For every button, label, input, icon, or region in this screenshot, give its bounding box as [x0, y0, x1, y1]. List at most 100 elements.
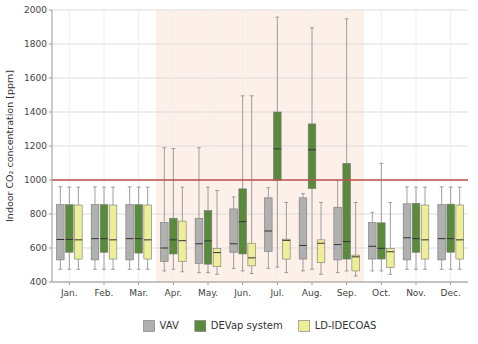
whisker: [286, 202, 287, 239]
whisker: [113, 187, 114, 205]
whisker-cap: [449, 269, 453, 270]
whisker-cap: [93, 186, 97, 187]
median: [91, 238, 99, 239]
y-tick: [49, 112, 52, 113]
whisker-cap: [232, 268, 236, 269]
whisker: [381, 259, 382, 271]
whisker-cap: [336, 272, 340, 273]
whisker-cap: [405, 269, 409, 270]
whisker-cap: [232, 197, 236, 198]
box: [274, 17, 282, 267]
box: [369, 212, 377, 271]
box-body: [195, 218, 203, 263]
median: [403, 237, 411, 238]
box-body: [412, 203, 420, 252]
whisker: [104, 252, 105, 269]
x-tick-label: Nov.: [406, 288, 426, 298]
box: [144, 187, 152, 269]
whisker-cap: [301, 270, 305, 271]
box: [447, 187, 455, 269]
legend-label: DEVap system: [211, 320, 283, 331]
whisker-cap: [423, 187, 427, 188]
x-tick: [312, 282, 313, 285]
box: [421, 187, 429, 269]
box: [299, 194, 307, 271]
y-tick-label: 1800: [24, 39, 47, 49]
whisker-cap: [354, 202, 358, 203]
whisker: [346, 259, 347, 271]
legend-item: LD-IDECOAS: [299, 320, 377, 332]
whisker: [78, 259, 79, 269]
whisker-cap: [162, 270, 166, 271]
whisker: [251, 266, 252, 274]
whisker: [217, 267, 218, 275]
box-body: [75, 205, 83, 259]
whisker: [312, 189, 313, 270]
median: [75, 239, 83, 240]
box-body: [66, 205, 74, 253]
whisker: [390, 202, 391, 248]
whisker: [337, 180, 338, 207]
box-body: [447, 204, 455, 252]
y-tick-label: 1400: [24, 107, 47, 117]
whisker: [286, 259, 287, 273]
median: [299, 245, 307, 246]
x-tick-label: Oct.: [372, 288, 390, 298]
whisker-cap: [284, 272, 288, 273]
whisker: [198, 148, 199, 219]
box-body: [126, 205, 134, 260]
box: [438, 187, 446, 269]
box-body: [179, 221, 187, 261]
y-tick: [49, 146, 52, 147]
whisker-cap: [146, 269, 150, 270]
legend: VAVDEVap systemLD-IDECOAS: [144, 320, 377, 332]
whisker-cap: [458, 187, 462, 188]
median: [109, 239, 117, 240]
box: [213, 191, 221, 275]
whisker: [450, 252, 451, 269]
x-tick: [104, 282, 105, 285]
x-tick-label: Sep.: [337, 288, 357, 298]
axes: 400600800100012001400160018002000Jan.Feb…: [24, 5, 468, 299]
whisker-cap: [266, 268, 270, 269]
grid: [52, 10, 468, 282]
chart: 400600800100012001400160018002000Jan.Feb…: [0, 0, 478, 344]
box: [403, 187, 411, 269]
whisker: [406, 260, 407, 269]
whisker-cap: [180, 187, 184, 188]
whisker: [164, 148, 165, 223]
whisker-cap: [76, 269, 80, 270]
whisker: [416, 187, 417, 203]
x-tick-label: Jan.: [60, 288, 78, 298]
x-tick-label: Mar.: [129, 288, 148, 298]
whisker-cap: [137, 187, 141, 188]
box-body: [421, 205, 429, 259]
y-tick: [49, 180, 52, 181]
whisker-cap: [250, 273, 254, 274]
y-axis-label: Indoor CO₂ concentration [ppm]: [4, 70, 15, 222]
whisker-cap: [215, 190, 219, 191]
whisker-cap: [379, 163, 383, 164]
x-tick: [346, 282, 347, 285]
whisker: [416, 252, 417, 269]
whisker: [217, 191, 218, 249]
whisker: [60, 187, 61, 205]
whisker: [182, 187, 183, 221]
whisker-cap: [137, 269, 141, 270]
whisker-cap: [319, 202, 323, 203]
whisker-cap: [440, 186, 444, 187]
box-body: [109, 205, 117, 259]
box: [66, 187, 74, 269]
median: [248, 257, 256, 258]
whisker: [129, 187, 130, 205]
whisker: [441, 187, 442, 205]
box: [387, 202, 395, 274]
box: [179, 187, 187, 272]
whisker-cap: [275, 267, 279, 268]
x-tick: [381, 282, 382, 285]
whisker: [233, 197, 234, 209]
legend-swatch: [195, 321, 206, 332]
grid-line: [52, 10, 468, 11]
whisker-cap: [197, 147, 201, 148]
whisker: [346, 19, 347, 164]
